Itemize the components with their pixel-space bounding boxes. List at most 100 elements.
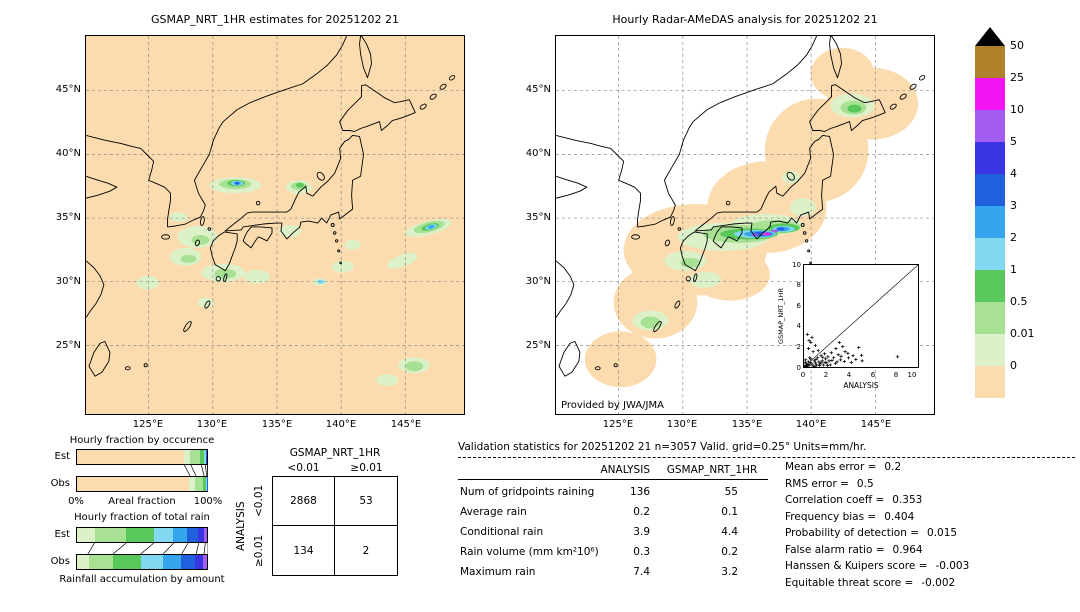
bar-connector bbox=[183, 465, 191, 476]
scatter-point bbox=[843, 350, 847, 354]
stat-row: Equitable threat score = -0.002 bbox=[785, 577, 955, 589]
scatter-point bbox=[817, 360, 821, 364]
scatter-point bbox=[825, 363, 830, 367]
scatter-point bbox=[812, 359, 816, 363]
stat-row: False alarm ratio = 0.964 bbox=[785, 544, 923, 556]
right-ytick: 45°N bbox=[525, 84, 551, 95]
bar-segment bbox=[183, 450, 191, 464]
scatter-point bbox=[895, 355, 900, 359]
scatter-point bbox=[807, 363, 812, 367]
scatter-point bbox=[846, 351, 850, 355]
bar-segment bbox=[77, 555, 89, 569]
precipitation-layer bbox=[136, 177, 452, 387]
scatter-point bbox=[807, 338, 811, 343]
scatter-point bbox=[834, 347, 838, 351]
bar-segment bbox=[204, 528, 207, 542]
bar-segment bbox=[203, 477, 206, 491]
validation-gsmap-value: 0.2 bbox=[721, 546, 738, 558]
left-map-title: GSMAP_NRT_1HR estimates for 20251202 21 bbox=[150, 13, 400, 26]
contingency-table: 2868 53 134 2 bbox=[272, 476, 398, 576]
stat-label: Correlation coeff = bbox=[785, 494, 885, 506]
bar-segment bbox=[77, 477, 190, 491]
scatter-point bbox=[841, 345, 845, 349]
scatter-point bbox=[860, 359, 864, 363]
bar-connector bbox=[181, 543, 189, 554]
colorbar-label: 10 bbox=[1010, 103, 1024, 116]
stat-value: 0.404 bbox=[884, 511, 915, 523]
obs-label: Obs bbox=[50, 556, 70, 567]
scatter-point bbox=[822, 352, 827, 356]
stat-row: Mean abs error = 0.2 bbox=[785, 461, 901, 473]
scatter-point bbox=[815, 356, 820, 360]
scatter-point bbox=[827, 359, 831, 363]
bar-segment bbox=[140, 555, 163, 569]
title-separator bbox=[458, 457, 1075, 458]
validation-row-label: Num of gridpoints raining bbox=[460, 486, 595, 498]
bar-segment bbox=[173, 528, 188, 542]
scatter-point bbox=[833, 361, 838, 365]
occurrence-obs-bar bbox=[76, 476, 208, 492]
colorbar-segment bbox=[975, 334, 1005, 366]
scatter-point bbox=[825, 361, 829, 365]
stat-value: -0.003 bbox=[935, 560, 970, 572]
bar-segment bbox=[77, 528, 96, 542]
bar-segment bbox=[77, 450, 184, 464]
colorbar-label: 4 bbox=[1010, 167, 1017, 180]
bar-connector bbox=[140, 543, 155, 554]
colorbar-label: 0.01 bbox=[1010, 327, 1035, 340]
occurrence-title: Hourly fraction by occurence bbox=[69, 435, 215, 446]
inset-ytick: 6 bbox=[796, 302, 801, 310]
colorbar-label: 1 bbox=[1010, 263, 1017, 276]
inset-ytick: 2 bbox=[796, 343, 801, 351]
validation-row-label: Conditional rain bbox=[460, 526, 544, 538]
inset-ylabel: GSMAP_NRT_1HR bbox=[777, 287, 785, 345]
right-ytick: 25°N bbox=[525, 340, 551, 351]
bar-segment bbox=[162, 555, 181, 569]
totalrain-caption: Rainfall accumulation by amount bbox=[59, 574, 225, 585]
left-ytick: 35°N bbox=[55, 212, 81, 223]
scatter-point bbox=[804, 362, 808, 366]
inset-scatter-panel: GSMAP_NRT_1HR 0 2 4 6 8 10 0 2 4 6 8 10 … bbox=[775, 261, 923, 396]
right-xtick: 145°E bbox=[860, 419, 892, 430]
left-xtick: 125°E bbox=[132, 419, 164, 430]
scatter-point bbox=[821, 355, 825, 359]
scatter-point bbox=[810, 362, 814, 366]
scatter-point bbox=[823, 357, 828, 361]
areal-axis-min: 0% bbox=[68, 496, 84, 507]
scatter-point bbox=[816, 349, 820, 353]
colorbar-segment bbox=[975, 174, 1005, 206]
scatter-point bbox=[814, 357, 818, 361]
est-label: Est bbox=[54, 529, 70, 540]
stat-value: 0.964 bbox=[892, 544, 923, 556]
scatter-point bbox=[811, 350, 815, 354]
stat-label: RMS error = bbox=[785, 478, 849, 490]
inset-xlabel: ANALYSIS bbox=[843, 381, 879, 390]
scatter-point bbox=[804, 358, 808, 362]
bar-segment bbox=[195, 555, 204, 569]
bar-segment bbox=[88, 555, 114, 569]
validation-col-header: ANALYSIS bbox=[600, 464, 650, 476]
scatter-point bbox=[817, 363, 822, 367]
scatter-point bbox=[842, 359, 847, 363]
left-map bbox=[85, 35, 465, 415]
est-label: Est bbox=[54, 451, 70, 462]
bar-connector bbox=[201, 465, 205, 476]
contingency-cell: 134 bbox=[273, 526, 335, 575]
stat-label: Mean abs error = bbox=[785, 461, 877, 473]
right-xtick: 140°E bbox=[795, 419, 827, 430]
bar-connector bbox=[87, 543, 95, 554]
bar-segment bbox=[187, 528, 198, 542]
inset-ytick: 0 bbox=[796, 364, 801, 372]
scatter-point bbox=[835, 360, 839, 364]
stat-value: 0.2 bbox=[884, 461, 902, 473]
validation-gsmap-value: 55 bbox=[724, 486, 738, 498]
scatter-point bbox=[813, 344, 818, 348]
stat-label: Frequency bias = bbox=[785, 511, 877, 523]
colorbar-segment bbox=[975, 142, 1005, 174]
left-ytick: 30°N bbox=[55, 276, 81, 287]
right-ytick: 30°N bbox=[525, 276, 551, 287]
stat-label: Probability of detection = bbox=[785, 527, 920, 539]
colorbar-label: 2 bbox=[1010, 231, 1017, 244]
stat-value: 0.353 bbox=[892, 494, 923, 506]
